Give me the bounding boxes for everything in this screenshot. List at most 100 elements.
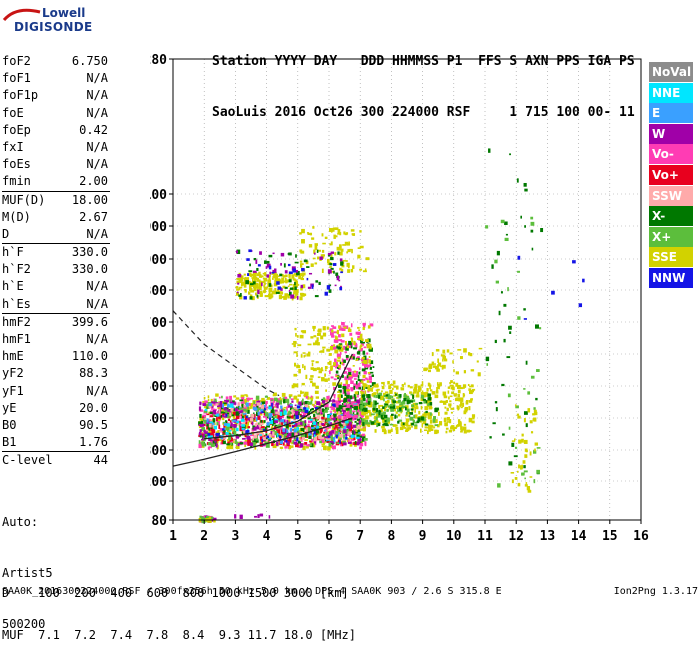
- echo-point: [338, 244, 342, 249]
- echo-point: [453, 393, 458, 395]
- echo-point: [220, 411, 224, 414]
- echo-point: [256, 422, 258, 425]
- echo-point: [271, 271, 275, 274]
- echo-point: [257, 411, 260, 416]
- echo-point: [266, 425, 271, 428]
- ordinary-trace-curve: [204, 353, 353, 440]
- param-name: foEp: [2, 122, 31, 137]
- echo-point: [444, 401, 447, 403]
- echo-point: [330, 346, 334, 351]
- model-profile-curve: [172, 417, 353, 467]
- echo-point: [287, 432, 292, 437]
- legend-entry: NNW: [649, 267, 693, 288]
- echo-point: [425, 400, 428, 403]
- echo-point: [377, 423, 381, 427]
- echo-point: [279, 427, 283, 431]
- echo-point: [345, 232, 349, 235]
- echo-point: [276, 441, 279, 446]
- echo-point: [344, 412, 348, 416]
- echo-point: [338, 339, 343, 342]
- echo-point: [368, 403, 373, 408]
- echo-point: [427, 424, 432, 429]
- echo-point: [301, 382, 305, 386]
- echo-point: [262, 277, 266, 280]
- echo-point: [373, 395, 376, 398]
- echo-point: [420, 405, 423, 410]
- echo-point: [330, 434, 333, 439]
- echo-point: [375, 416, 378, 421]
- echo-point: [348, 371, 352, 376]
- echo-point: [361, 394, 366, 398]
- echo-point: [268, 406, 272, 410]
- echo-point: [422, 420, 427, 425]
- echo-point: [342, 383, 347, 387]
- echo-point: [404, 395, 408, 399]
- echo-point: [425, 391, 429, 395]
- echo-point: [338, 411, 341, 415]
- echo-point: [341, 374, 344, 378]
- echo-point: [369, 419, 372, 423]
- echo-point: [265, 287, 268, 290]
- echo-point: [405, 406, 409, 410]
- echo-point: [248, 284, 252, 287]
- echo-point: [206, 404, 210, 408]
- echo-point: [355, 386, 359, 390]
- echo-point: [452, 427, 456, 432]
- echo-point: [250, 433, 252, 435]
- echo-point: [314, 400, 317, 405]
- echo-point: [338, 334, 341, 338]
- echo-point: [268, 283, 272, 287]
- echo-point: [324, 409, 328, 413]
- echo-point: [245, 409, 248, 413]
- param-name: C-level: [2, 453, 53, 468]
- echo-point: [288, 252, 292, 256]
- echo-point: [202, 414, 207, 419]
- echo-point: [411, 399, 416, 402]
- echo-point: [276, 278, 281, 282]
- echo-point: [259, 275, 263, 278]
- polarization-legend: NoVal NNE E W Vo- Vo+ SSW X- X+ SSE NNW: [649, 62, 693, 289]
- echo-point: [210, 406, 214, 408]
- echo-point: [330, 344, 335, 347]
- echo-point: [362, 350, 366, 355]
- echo-point: [301, 239, 305, 244]
- echo-point: [233, 402, 237, 405]
- echo-point: [337, 344, 340, 347]
- echo-point: [505, 233, 508, 236]
- param-value: 330.0: [71, 245, 108, 260]
- echo-point: [399, 394, 402, 398]
- echo-point: [369, 401, 373, 405]
- echo-point: [485, 356, 490, 362]
- echo-point: [251, 413, 255, 418]
- echo-point: [198, 431, 201, 436]
- echo-point: [460, 387, 463, 390]
- echo-point: [269, 417, 272, 421]
- echo-point: [530, 375, 535, 379]
- echo-point: [280, 288, 283, 291]
- footer-file-info: SAA0K_2016300224000.RSF / 300fx256h 50 k…: [2, 586, 502, 597]
- legend-entry: NoVal: [649, 62, 693, 82]
- echo-point: [455, 397, 460, 401]
- echo-point: [201, 438, 205, 441]
- echo-point: [327, 425, 331, 429]
- echo-point: [215, 443, 218, 448]
- echo-point: [349, 442, 353, 447]
- echo-point: [449, 419, 452, 424]
- echo-point: [423, 367, 428, 371]
- echo-point: [204, 419, 207, 424]
- echo-point: [397, 413, 401, 417]
- echo-point: [285, 433, 288, 437]
- echo-point: [334, 284, 337, 287]
- echo-point: [523, 439, 528, 444]
- echo-point: [304, 365, 306, 370]
- echo-point: [230, 438, 233, 441]
- echo-point: [226, 426, 231, 432]
- echo-point: [350, 438, 355, 441]
- echo-point: [500, 219, 505, 224]
- echo-point: [396, 392, 398, 397]
- echo-point: [331, 403, 333, 407]
- echo-point: [309, 418, 313, 421]
- echo-point: [257, 407, 262, 411]
- echo-point: [358, 349, 363, 352]
- echo-point: [223, 424, 226, 429]
